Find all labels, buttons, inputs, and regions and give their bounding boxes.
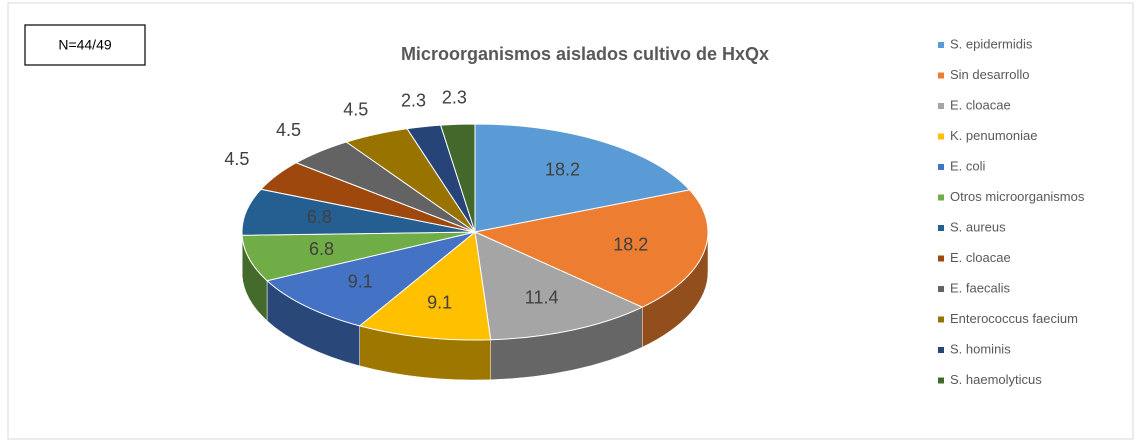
legend-label: E. coli	[950, 158, 986, 173]
legend-marker	[938, 195, 944, 201]
data-label: 18.2	[545, 160, 580, 180]
legend-marker	[938, 317, 944, 323]
data-label: 4.5	[276, 120, 301, 140]
legend-marker	[938, 347, 944, 353]
legend-marker	[938, 225, 944, 231]
legend-marker	[938, 73, 944, 79]
legend-label: Otros microorganismos	[950, 189, 1085, 204]
data-label: 4.5	[224, 149, 249, 169]
data-label: 4.5	[343, 100, 368, 120]
legend-marker	[938, 134, 944, 140]
data-label: 9.1	[427, 292, 452, 312]
legend-label: S. epidermidis	[950, 36, 1033, 51]
legend-marker	[938, 164, 944, 170]
data-label: 9.1	[348, 271, 373, 291]
legend-label: Enterococcus faecium	[950, 311, 1078, 326]
legend-marker	[938, 286, 944, 292]
legend-label: S. hominis	[950, 341, 1011, 356]
legend-label: S. haemolyticus	[950, 372, 1042, 387]
legend-marker	[938, 103, 944, 109]
data-label: 18.2	[613, 234, 648, 254]
data-label: 2.3	[442, 88, 467, 108]
data-label: 6.8	[309, 239, 334, 259]
legend-label: S. aureus	[950, 219, 1006, 234]
legend-marker	[938, 378, 944, 384]
annotation: N=44/49	[58, 37, 112, 53]
data-label: 2.3	[401, 90, 426, 110]
legend-label: E. cloacae	[950, 250, 1011, 265]
data-label: 11.4	[525, 287, 559, 307]
legend-label: E. cloacae	[950, 97, 1011, 112]
legend-label: E. faecalis	[950, 280, 1010, 295]
legend-label: K. penumoniae	[950, 128, 1037, 143]
chart-title: Microorganismos aislados cultivo de HxQx	[401, 44, 769, 64]
legend-marker	[938, 42, 944, 48]
data-label: 6.8	[307, 207, 332, 227]
legend-label: Sin desarrollo	[950, 67, 1030, 82]
legend-marker	[938, 256, 944, 262]
